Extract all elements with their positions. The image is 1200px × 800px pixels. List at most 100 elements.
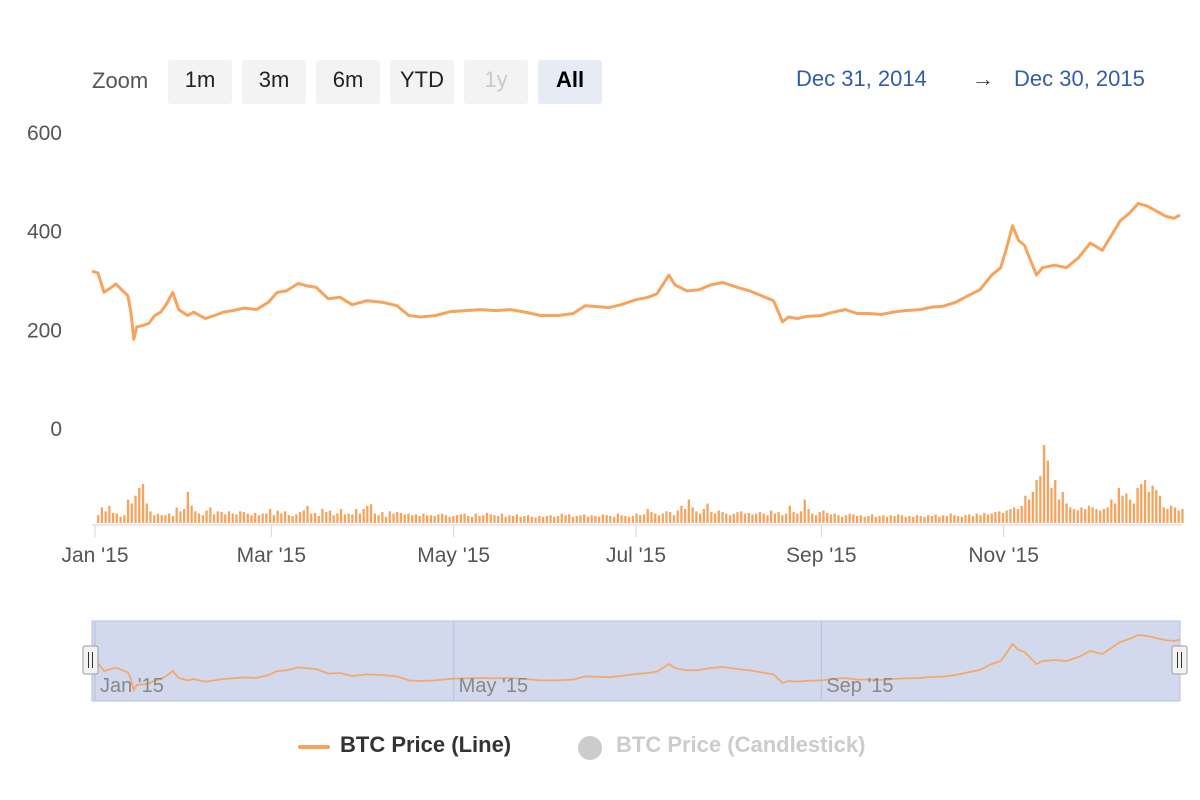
y-tick-label: 600 [27,122,62,145]
volume-bar [168,513,171,523]
volume-bar [470,516,474,523]
volume-bar [153,515,156,523]
range-to-input[interactable]: Dec 30, 2015 [1014,66,1145,91]
zoom-all-button[interactable]: All [538,60,602,104]
volume-bar [717,510,720,523]
volume-bar [942,515,945,523]
volume-bar [482,515,485,523]
navigator-window[interactable] [91,620,1181,702]
range-arrow: → [972,66,994,91]
volume-bar [340,509,343,523]
zoom-1m-button[interactable]: 1m [168,60,232,104]
volume-bar [560,513,563,523]
volume-bar [1170,505,1173,523]
volume-bar [605,515,608,523]
volume-bar [194,511,197,523]
volume-bar [358,513,361,523]
volume-bar [983,512,986,523]
legend-item-candlestick[interactable]: BTC Price (Candlestick) [616,732,866,757]
volume-bar [381,512,384,523]
volume-bar [616,513,619,523]
volume-bar [848,513,851,523]
volume-bar [725,513,728,523]
volume-bar [583,514,586,523]
volume-bar [108,505,111,523]
volume-bar [328,510,332,523]
volume-bar [224,514,227,523]
volume-bar [171,516,175,523]
legend-item-line[interactable]: BTC Price (Line) [340,732,512,757]
volume-bar [1016,509,1020,523]
volume-bar [414,514,418,523]
volume-bar [609,516,612,523]
price-series-line[interactable] [91,202,1181,341]
zoom-3m-button[interactable]: 3m [242,60,306,104]
volume-bar [631,516,634,523]
volume-bar [463,513,466,523]
volume-bar [975,513,978,523]
volume-bar [856,516,859,523]
volume-bar [1061,491,1064,523]
volume-bar [515,514,518,523]
volume-bar [960,516,963,523]
volume-bar [306,505,309,523]
volume-bar [669,512,672,523]
volume-bar [1136,487,1139,523]
volume-bar [441,513,444,523]
volume-bar [1084,509,1087,523]
volume-bar [908,516,911,523]
volume-bar [691,507,694,523]
volume-bar [758,512,762,523]
volume-bar [392,513,395,523]
volume-bar [968,514,971,523]
volume-bar [347,513,350,523]
volume-bar [740,511,743,523]
range-from-input[interactable]: Dec 31, 2014 [796,66,927,91]
volume-bar [882,515,885,523]
volume-bar [1020,505,1023,523]
volume-bar [239,511,242,523]
volume-bar [788,505,791,523]
volume-bar [986,514,990,523]
volume-bar [418,516,421,523]
volume-bar [1121,495,1124,523]
volume-bar [699,513,702,523]
volume-bar [586,516,590,523]
zoom-ytd-button[interactable]: YTD [390,60,454,104]
volume-bar [672,515,676,523]
navigator-x-tick-label: Jan '15 [100,675,164,697]
volume-bar [571,516,575,523]
volume-bar [283,511,287,523]
volume-bar [1009,509,1012,523]
volume-bar [803,499,806,523]
volume-bar [994,512,997,523]
volume-bar [751,514,754,523]
volume-bar [684,509,687,523]
volume-bar [1076,510,1079,523]
volume-bar [265,513,268,523]
volume-bar [269,509,272,523]
volume-bar [478,516,481,523]
volume-bar [598,516,601,523]
volume-bar [710,512,713,523]
volume-bar [527,515,530,523]
volume-bar [646,509,649,523]
navigator-right-handle[interactable] [1171,645,1188,675]
volume-bar [242,512,246,523]
volume-bar [878,516,881,523]
volume-bar [541,516,545,523]
volume-bar [407,513,410,523]
volume-bar [1013,507,1016,523]
volume-bar [403,514,406,523]
volume-bar [1031,491,1034,523]
volume-bar [784,513,788,523]
x-tick-label: Sep '15 [786,544,857,567]
zoom-6m-button[interactable]: 6m [316,60,380,104]
volume-bar [1046,460,1049,523]
volume-bar [639,515,642,523]
navigator-left-handle[interactable] [82,645,99,675]
volume-bar [841,516,844,523]
legend-candlestick-marker [578,736,602,760]
navigator-series-line [91,634,1181,693]
